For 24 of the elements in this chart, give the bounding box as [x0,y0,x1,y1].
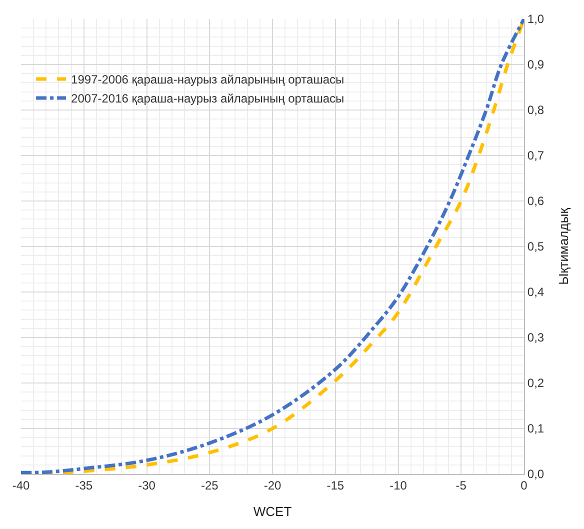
x-tick-label: -30 [138,478,156,492]
x-tick-label: -5 [456,478,467,492]
legend-label: 2007-2016 қараша-наурыз айларының орташасы [71,92,344,106]
y-tick-label: 0,8 [527,103,544,118]
y-tick-label: 0,4 [527,285,544,300]
x-tick-label: -25 [200,478,219,492]
legend-label: 1997-2006 қараша-наурыз айларының орташасы [71,72,344,87]
y-tick-label: 0,1 [527,422,544,436]
x-tick-label: -35 [75,478,93,492]
y-tick-label: 1,0 [527,12,544,26]
y-axis-title: Ықтималдық [556,208,572,285]
y-tick-label: 0,7 [527,148,544,163]
x-tick-label: -15 [326,478,344,492]
x-tick-label: -20 [264,478,282,492]
x-tick-label: 0 [520,478,528,492]
x-axis-title: WCET [253,504,292,519]
x-tick-label: -40 [12,478,30,492]
y-tick-label: 0,3 [527,330,544,345]
y-tick-label: 0,2 [527,376,544,390]
y-tick-label: 0,6 [527,194,544,208]
y-tick-label: 0,5 [527,240,544,254]
x-tick-label: -10 [390,478,408,492]
y-tick-label: 0,0 [527,467,544,482]
y-tick-label: 0,9 [527,58,544,72]
